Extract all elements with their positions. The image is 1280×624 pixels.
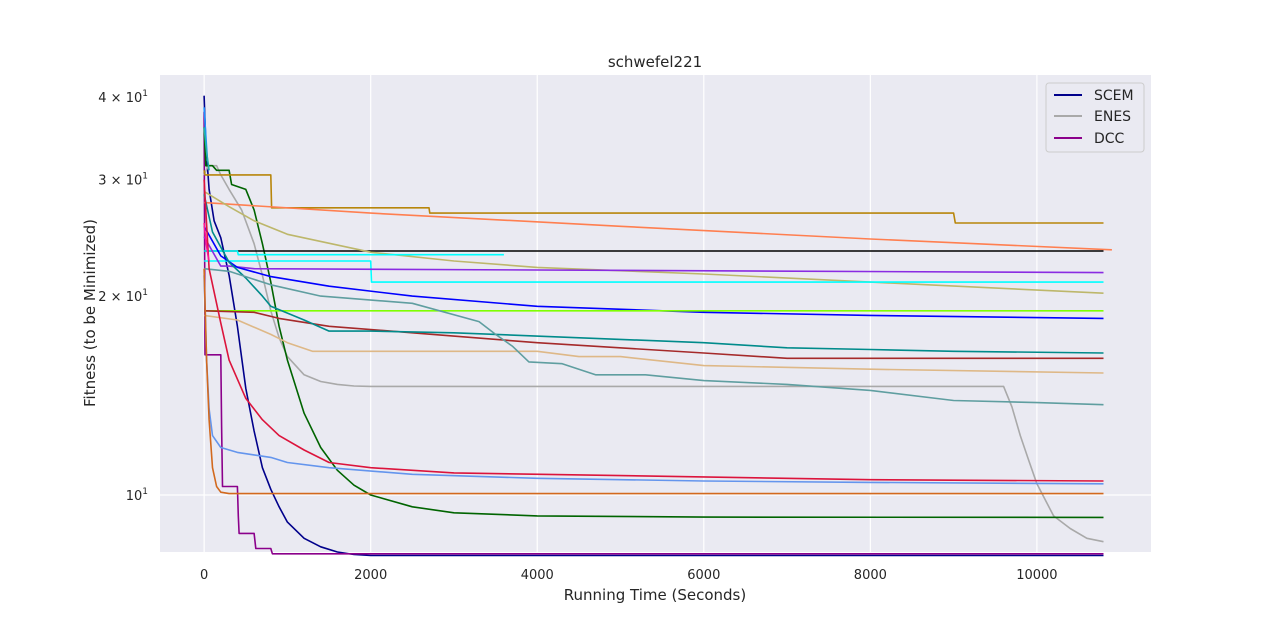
series-line-7 — [203, 190, 1104, 294]
x-tick-label: 0 — [200, 568, 208, 583]
legend: SCEM ENES DCC — [1045, 82, 1145, 153]
series-line-17 — [203, 179, 1104, 482]
series-line-20 — [203, 222, 210, 262]
x-tick-label: 4000 — [521, 568, 554, 583]
series-line-8 — [204, 250, 504, 256]
series-line-22 — [203, 127, 210, 171]
x-tick-label: 8000 — [854, 568, 887, 583]
series-line-1 — [203, 111, 1104, 555]
plot-background — [160, 75, 1151, 552]
series-line-15 — [203, 314, 1104, 374]
series-group — [203, 95, 1112, 557]
x-tick-label: 6000 — [687, 568, 720, 583]
series-line-18 — [203, 275, 1104, 485]
series-line-13 — [204, 310, 1104, 360]
x-tick-label: 2000 — [354, 568, 387, 583]
series-line-16 — [204, 267, 1104, 406]
series-line-19 — [203, 268, 1104, 495]
series-line-10 — [203, 236, 1104, 274]
series-line-0 — [203, 95, 1104, 557]
y-tick-label: 4 × 101 — [98, 89, 148, 106]
chart-title: schwefel221 — [608, 53, 702, 71]
series-line-5 — [204, 201, 1112, 251]
y-tick-label: 101 — [126, 487, 148, 504]
x-axis-label: Running Time (Seconds) — [564, 586, 746, 604]
series-line-14 — [203, 194, 1104, 354]
series-line-3 — [203, 127, 1104, 519]
y-tick-label: 2 × 101 — [98, 288, 148, 305]
series-line-4 — [203, 170, 1104, 224]
legend-label-enes: ENES — [1094, 109, 1131, 125]
y-tick-label: 3 × 101 — [98, 172, 148, 189]
x-tick-label: 10000 — [1016, 568, 1057, 583]
legend-label-scem: SCEM — [1094, 88, 1134, 104]
x-ticks: 0 2000 4000 6000 8000 10000 — [200, 568, 1058, 583]
legend-box — [1045, 82, 1145, 153]
legend-label-dcc: DCC — [1094, 131, 1125, 147]
y-axis-label: Fitness (to be Minimized) — [81, 219, 99, 407]
series-line-9 — [204, 260, 1104, 283]
y-ticks: 101 2 × 101 3 × 101 4 × 101 — [98, 89, 148, 504]
